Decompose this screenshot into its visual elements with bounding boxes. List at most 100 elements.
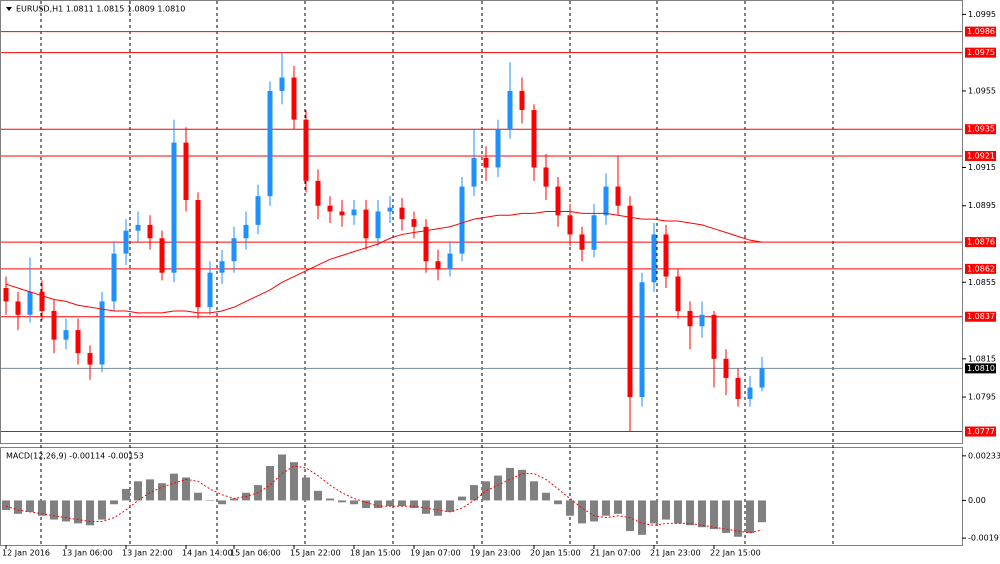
level-label: 1.0777 [967, 427, 995, 436]
x-tick-label: 13 Jan 06:00 [62, 549, 113, 558]
candle-body [435, 261, 441, 269]
candle-body [363, 209, 369, 239]
chart-title: EURUSD,H1 1.0811 1.0815 1.0809 1.0810 [16, 5, 185, 14]
macd-bar [314, 490, 322, 501]
menu-icon [6, 7, 12, 11]
candle-body [267, 90, 273, 197]
candle-body [759, 368, 765, 388]
candle-body [447, 253, 453, 269]
level-label: 1.0975 [967, 48, 995, 57]
macd-bar [578, 500, 586, 524]
candle-body [567, 215, 573, 235]
candle-body [579, 234, 585, 250]
macd-bar [290, 462, 298, 501]
macd-bar [674, 500, 682, 524]
candle-body [135, 224, 141, 231]
candle-body [723, 358, 729, 378]
macd-tick-label: -0.00197 [968, 534, 1000, 543]
macd-bar [494, 475, 502, 501]
x-tick-label: 19 Jan 23:00 [470, 549, 521, 558]
x-tick-label: 12 Jan 2016 [2, 549, 50, 558]
candle-body [27, 291, 33, 315]
candle-body [207, 272, 213, 308]
candle-body [519, 90, 525, 111]
level-label-box [965, 124, 996, 135]
level-label-box [965, 47, 996, 58]
macd-bar [506, 467, 514, 501]
candle-body [711, 314, 717, 359]
macd-bar [26, 500, 34, 512]
macd-bar [206, 500, 214, 501]
macd-bar [722, 500, 730, 533]
macd-bar [422, 500, 430, 514]
macd-bar [482, 481, 490, 501]
macd-bar [362, 500, 370, 509]
candle-body [195, 199, 201, 308]
candle-body [63, 330, 69, 340]
macd-bar [650, 500, 658, 524]
candle-body [507, 90, 513, 130]
macd-bar [542, 492, 550, 501]
macd-bar [266, 465, 274, 501]
macd-bar [758, 500, 766, 523]
macd-bar [2, 500, 10, 510]
candle-body [111, 253, 117, 302]
macd-bar [170, 473, 178, 501]
candle-body [411, 219, 417, 227]
level-label-box [965, 426, 996, 437]
candle-body [183, 142, 189, 200]
candle-body [159, 238, 165, 273]
macd-bar [734, 500, 742, 537]
candle-body [651, 234, 657, 283]
candle-body [495, 129, 501, 168]
level-label-box [965, 263, 996, 274]
candle-body [387, 207, 393, 212]
candle-body [423, 226, 429, 262]
candle-body [675, 276, 681, 311]
macd-bar [134, 481, 142, 501]
macd-bar [746, 500, 754, 533]
candle-body [291, 77, 297, 120]
candle-body [39, 291, 45, 311]
level-label-box [965, 26, 996, 37]
candle-body [603, 186, 609, 216]
macd-signal [5, 465, 763, 534]
x-tick-label: 22 Jan 15:00 [710, 549, 761, 558]
macd-bar [86, 500, 94, 526]
candle-body [555, 186, 561, 216]
macd-bar [662, 500, 670, 520]
level-label-box [965, 237, 996, 248]
candle-body [15, 301, 21, 315]
macd-tick-label: 0.00233 [968, 451, 1000, 460]
macd-bar [50, 500, 58, 520]
candle-body [663, 234, 669, 277]
level-label: 1.0876 [967, 238, 995, 247]
macd-bar [554, 500, 562, 505]
macd-bar [398, 500, 406, 507]
candle-body [747, 387, 753, 399]
candle-body [99, 301, 105, 365]
candle-body [531, 110, 537, 168]
level-label-box [965, 311, 996, 322]
y-tick-label: 1.0995 [968, 10, 996, 19]
macd-bar [698, 500, 706, 528]
candle-body [591, 215, 597, 250]
macd-bar [182, 477, 190, 501]
macd-bar [230, 498, 238, 501]
macd-bar [446, 500, 454, 512]
macd-bar [710, 500, 718, 530]
macd-bar [518, 469, 526, 501]
candle-body [639, 282, 645, 398]
macd-bar [38, 500, 46, 516]
macd-bar [74, 500, 82, 524]
candle-body [255, 196, 261, 225]
day-separators [40, 1, 834, 545]
macd-bar [110, 500, 118, 505]
candle-body [483, 157, 489, 168]
macd-bar [434, 500, 442, 516]
x-tick-label: 15 Jan 22:00 [290, 549, 341, 558]
candle-body [459, 186, 465, 254]
y-tick-label: 1.0915 [968, 163, 996, 172]
x-tick-label: 15 Jan 06:00 [230, 549, 281, 558]
candle-body [303, 119, 309, 181]
